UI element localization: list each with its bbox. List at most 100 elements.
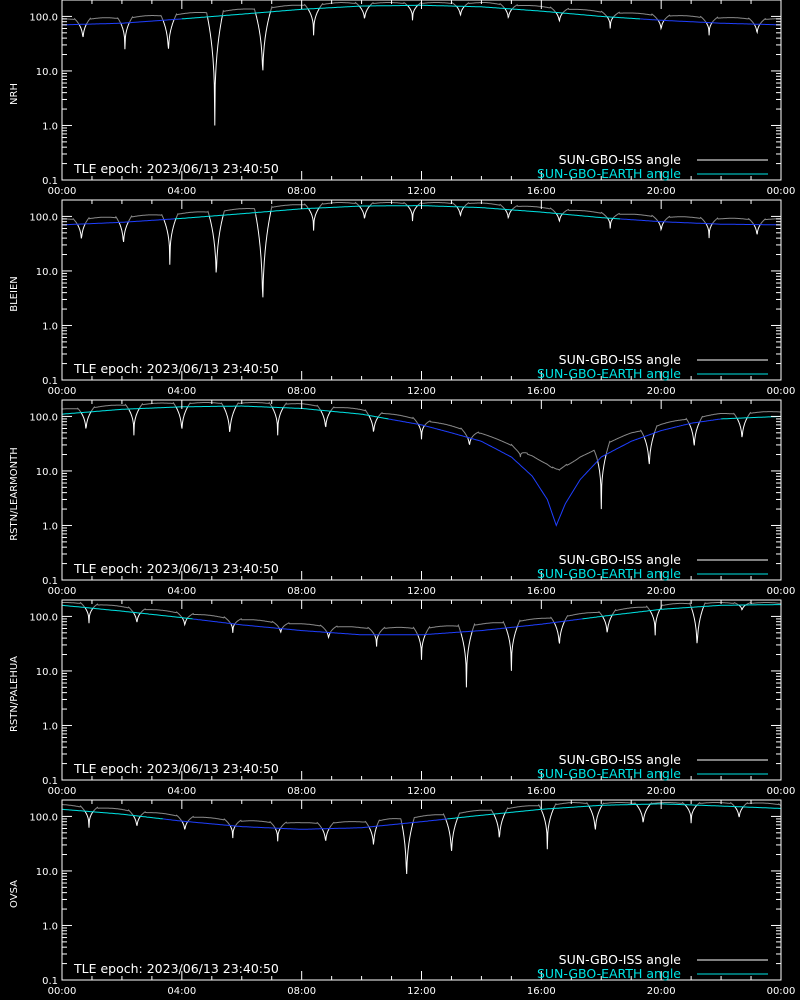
y-tick-label: 1.0 [42, 321, 58, 332]
x-tick-label: 00:00 [767, 186, 796, 197]
plot-area [62, 601, 781, 688]
iss-angle-line [601, 802, 637, 806]
iss-angle-line [86, 17, 122, 24]
iss-angle-line [283, 402, 322, 411]
legend-label: SUN-GBO-EARTH angle [537, 766, 681, 781]
iss-angle-line [738, 604, 747, 611]
iss-angle-line [554, 620, 566, 644]
y-tick-label: 10.0 [36, 667, 58, 678]
earth-angle-line [162, 818, 448, 830]
y-tick-label: 10.0 [36, 467, 58, 478]
iss-angle-line [746, 411, 781, 418]
earth-angle-line [181, 4, 641, 20]
y-tick-label: 0.1 [42, 176, 58, 187]
iss-angle-line [588, 804, 603, 830]
iss-angle-line [307, 7, 320, 36]
iss-angle-line [541, 807, 555, 850]
x-tick-label: 20:00 [647, 786, 676, 797]
earth-angle-line [447, 803, 781, 820]
x-tick-label: 04:00 [167, 586, 196, 597]
iss-angle-line [467, 438, 472, 445]
tle-epoch-label: TLE epoch: 2023/06/13 23:40:50 [73, 361, 279, 376]
earth-angle-line [62, 808, 163, 820]
iss-angle-line [84, 215, 120, 224]
iss-angle-line [504, 8, 513, 20]
iss-angle-line [133, 815, 142, 826]
iss-angle-line [128, 407, 141, 436]
station-label: BLEIEN [9, 276, 20, 312]
legend-label: SUN-GBO-ISS angle [559, 152, 682, 167]
iss-angle-line [699, 412, 738, 422]
y-tick-label: 100.0 [29, 812, 58, 823]
iss-angle-line [90, 403, 130, 412]
iss-angle-line [84, 607, 94, 624]
y-tick-label: 0.1 [42, 976, 58, 987]
iss-angle-line [517, 616, 555, 626]
iss-angle-line [255, 210, 272, 298]
y-tick-label: 100.0 [29, 12, 58, 23]
iss-angle-line [181, 617, 189, 627]
iss-angle-line [235, 819, 276, 830]
iss-angle-line [417, 201, 458, 208]
iss-angle-line [369, 1, 408, 7]
iss-angle-line [445, 817, 459, 851]
iss-angle-line [368, 415, 379, 432]
x-tick-label: 16:00 [527, 186, 556, 197]
iss-angle-line [562, 7, 608, 18]
iss-angle-line [270, 203, 310, 211]
iss-angle-line [120, 22, 130, 50]
earth-angle-line [640, 18, 781, 26]
x-tick-label: 20:00 [647, 586, 676, 597]
iss-angle-line [118, 221, 129, 242]
x-tick-label: 08:00 [287, 586, 316, 597]
iss-angle-line [359, 205, 371, 219]
iss-angle-line [460, 630, 473, 688]
x-tick-label: 00:00 [767, 986, 796, 997]
x-tick-label: 04:00 [167, 786, 196, 797]
x-tick-label: 20:00 [647, 386, 676, 397]
iss-angle-line [377, 411, 419, 425]
x-tick-label: 00:00 [48, 986, 77, 997]
earth-angle-line [62, 218, 175, 226]
iss-angle-line [80, 411, 92, 429]
x-tick-label: 04:00 [167, 386, 196, 397]
iss-angle-line [663, 14, 707, 24]
earth-angle-line [62, 604, 193, 620]
iss-angle-line [659, 602, 693, 610]
iss-angle-line [657, 20, 665, 31]
legend-label: SUN-GBO-ISS angle [559, 552, 682, 567]
iss-angle-line [657, 221, 665, 232]
x-tick-label: 04:00 [167, 986, 196, 997]
iss-angle-line [376, 818, 403, 826]
iss-angle-line [92, 603, 134, 613]
y-tick-label: 10.0 [36, 67, 58, 78]
iss-angle-line [207, 15, 223, 126]
iss-angle-line [181, 821, 189, 830]
iss-angle-line [369, 201, 408, 207]
iss-angle-line [62, 804, 86, 812]
plot-area [62, 1, 781, 126]
iss-angle-line [175, 406, 189, 429]
y-tick-label: 0.1 [42, 376, 58, 387]
x-tick-label: 12:00 [407, 186, 436, 197]
x-tick-label: 00:00 [767, 386, 796, 397]
iss-angle-line [62, 601, 86, 608]
x-tick-label: 12:00 [407, 586, 436, 597]
plot-area [62, 201, 781, 298]
iss-angle-line [223, 405, 237, 432]
iss-angle-line [275, 828, 281, 842]
panel-nrh: 100.010.01.00.100:00 04:00 08:00 12:00 16:00… [9, 0, 795, 197]
y-tick-label: 0.1 [42, 576, 58, 587]
iss-angle-line [77, 223, 86, 239]
iss-angle-line [417, 1, 457, 7]
iss-angle-line [417, 424, 426, 440]
x-tick-label: 16:00 [527, 786, 556, 797]
panel-rstn-palehua: 100.010.01.00.100:00 04:00 08:00 12:00 16:00… [9, 599, 795, 797]
iss-angle-line [456, 5, 465, 17]
iss-angle-line [318, 201, 360, 209]
iss-angle-line [128, 14, 164, 23]
iss-angle-line [208, 214, 224, 273]
x-tick-label: 00:00 [48, 386, 77, 397]
iss-angle-line [753, 224, 761, 235]
